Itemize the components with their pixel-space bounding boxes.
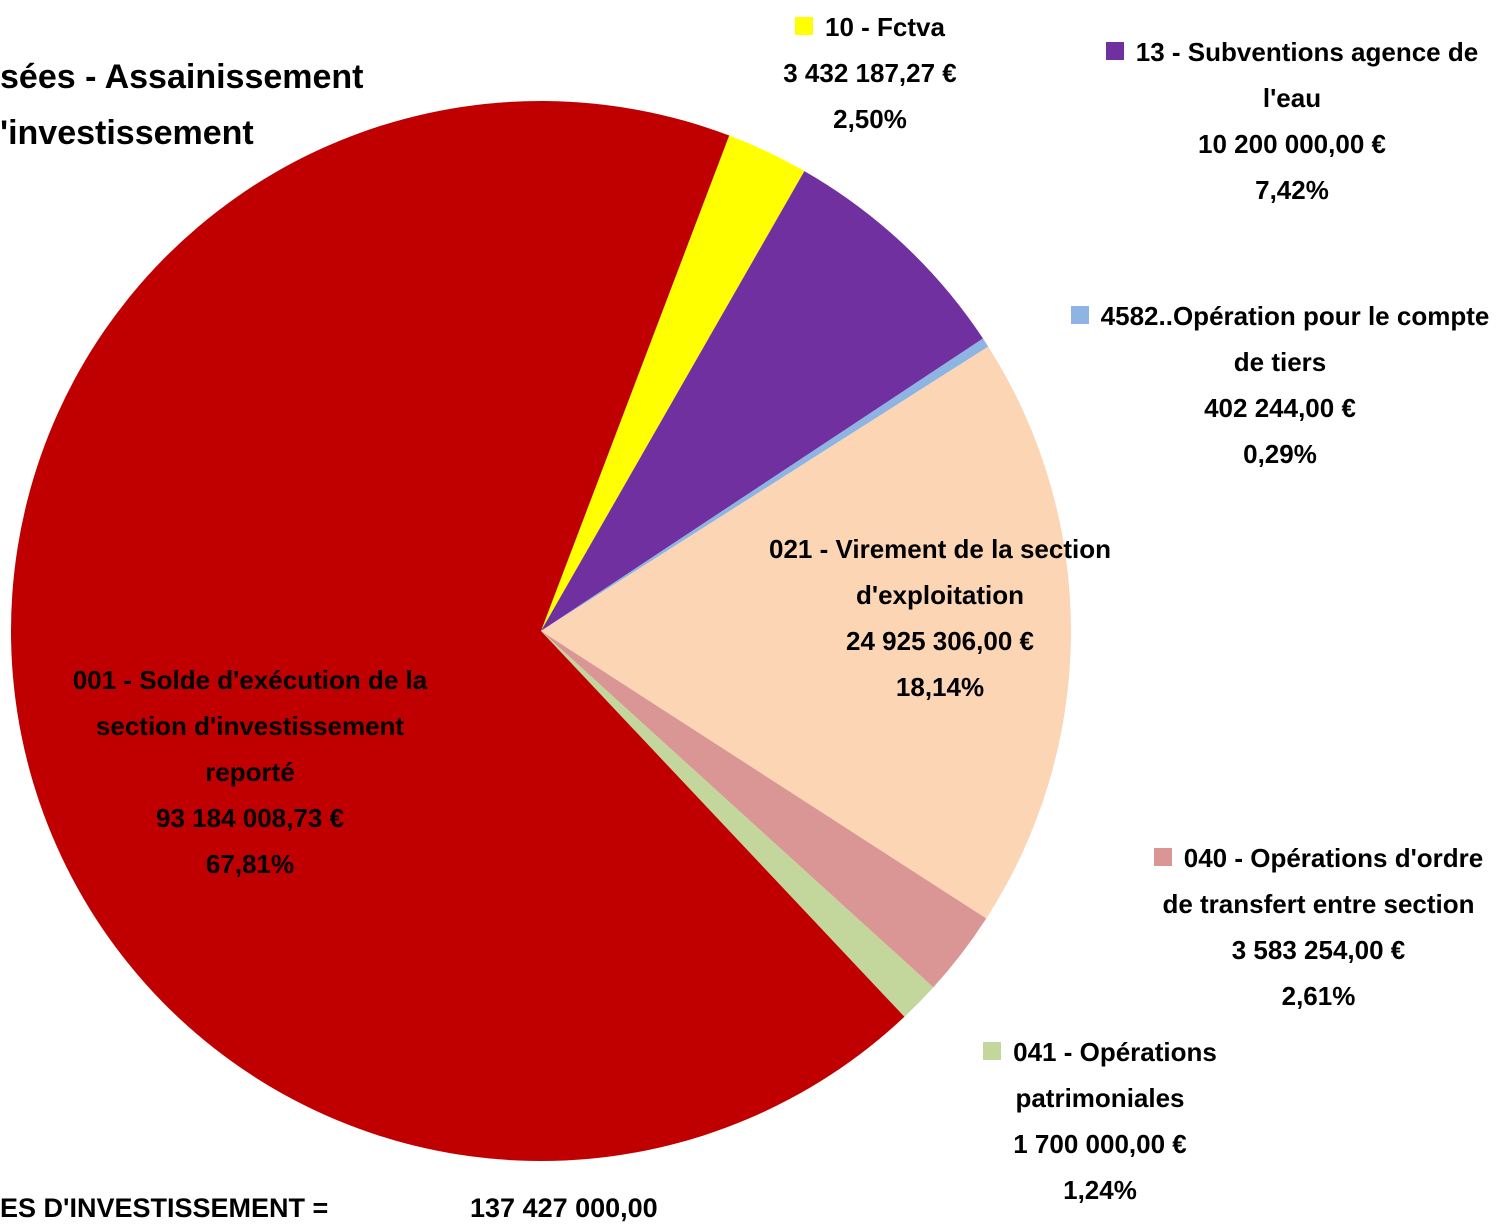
legend-marker — [1153, 848, 1172, 866]
amount-label: 3 583 254,00 € — [1231, 935, 1406, 965]
pie-slice — [541, 171, 984, 631]
category-label: 041 - Opérations patrimoniales — [1013, 1037, 1217, 1113]
data-label: 021 - Virement de la section d'exploitat… — [755, 526, 1125, 710]
category-label: 13 - Subventions agence de l'eau — [1135, 37, 1479, 113]
data-label: 13 - Subventions agence de l'eau 10 200 0… — [1082, 29, 1502, 213]
amount-label: 10 200 000,00 € — [1198, 129, 1386, 159]
pie-slice — [541, 631, 987, 988]
percent-label: 0,29% — [1243, 439, 1317, 469]
data-label: 040 - Opérations d'ordre de transfert en… — [1135, 835, 1502, 1019]
percent-label: 18,14% — [895, 672, 985, 702]
percent-label: 2,61% — [1281, 981, 1356, 1011]
percent-label: 7,42% — [1255, 175, 1329, 205]
pie-slice — [10, 100, 905, 1161]
pie-slice — [541, 631, 934, 1017]
percent-label: 2,50% — [833, 104, 907, 134]
amount-label: 93 184 008,73 € — [156, 803, 344, 833]
pie-slice — [541, 338, 989, 631]
footer-label: ES D'INVESTISSEMENT = — [0, 1193, 329, 1223]
pie-slice — [541, 135, 805, 631]
category-label: 4582..Opération pour le compte de tiers — [1100, 301, 1490, 377]
category-label: 040 - Opérations d'ordre de transfert en… — [1162, 843, 1484, 919]
data-label: 001 - Solde d'exécution de la section d'… — [55, 657, 445, 887]
category-label: 001 - Solde d'exécution de la section d'… — [72, 665, 428, 787]
legend-marker — [983, 1042, 1002, 1060]
legend-marker — [1105, 42, 1124, 60]
data-label: 041 - Opérations patrimoniales 1 700 000,… — [930, 1029, 1270, 1213]
category-label: 10 - Fctva — [825, 12, 945, 42]
percent-label: 1,24% — [1063, 1175, 1137, 1205]
category-label: 021 - Virement de la section d'exploitat… — [769, 534, 1111, 610]
footer-total: 137 427 000,00 — [470, 1193, 658, 1223]
amount-label: 24 925 306,00 € — [846, 626, 1034, 656]
percent-label: 67,81% — [205, 849, 295, 879]
amount-label: 3 432 187,27 € — [783, 58, 957, 88]
chart-title: sées - Assainissement — [0, 58, 364, 96]
amount-label: 1 700 000,00 € — [1013, 1129, 1187, 1159]
amount-label: 402 244,00 € — [1204, 393, 1356, 423]
legend-marker — [795, 17, 814, 35]
chart-title: 'investissement — [0, 114, 254, 152]
legend-marker — [1070, 306, 1089, 324]
data-label: 10 - Fctva 3 432 187,27 € 2,50% — [690, 4, 1050, 142]
data-label: 4582..Opération pour le compte de tiers 4… — [1058, 293, 1502, 477]
pie-slice — [541, 346, 1071, 919]
